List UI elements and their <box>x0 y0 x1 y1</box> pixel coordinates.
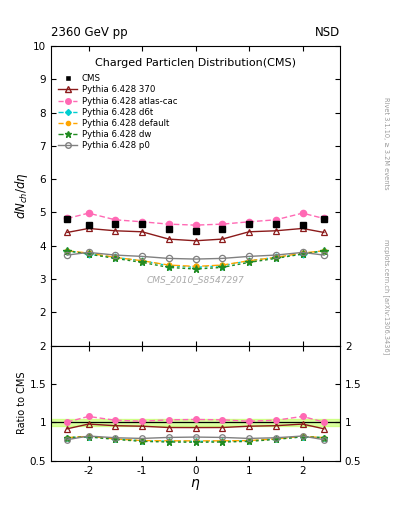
Pythia 6.428 p0 <box>166 255 171 262</box>
Pythia 6.428 370 <box>65 229 70 236</box>
Pythia 6.428 atlas-cac <box>86 210 91 216</box>
Pythia 6.428 atlas-cac <box>113 217 118 223</box>
Y-axis label: $dN_{ch}/d\eta$: $dN_{ch}/d\eta$ <box>13 173 30 219</box>
Pythia 6.428 default <box>166 262 171 268</box>
Pythia 6.428 d6t <box>193 264 198 270</box>
Pythia 6.428 default <box>274 254 278 261</box>
Pythia 6.428 dw <box>140 260 144 266</box>
Pythia 6.428 default <box>193 263 198 269</box>
Pythia 6.428 d6t <box>140 258 144 264</box>
CMS <box>65 216 70 222</box>
Pythia 6.428 d6t <box>274 254 278 261</box>
Pythia 6.428 370 <box>300 225 305 231</box>
Pythia 6.428 d6t <box>247 258 252 264</box>
Pythia 6.428 dw <box>65 248 70 254</box>
Pythia 6.428 atlas-cac <box>300 210 305 216</box>
Line: CMS: CMS <box>64 216 327 234</box>
Pythia 6.428 p0 <box>140 253 144 260</box>
Line: Pythia 6.428 dw: Pythia 6.428 dw <box>63 247 328 273</box>
Line: Pythia 6.428 370: Pythia 6.428 370 <box>64 225 327 244</box>
Pythia 6.428 dw <box>86 251 91 257</box>
Pythia 6.428 atlas-cac <box>220 221 225 227</box>
Pythia 6.428 p0 <box>193 256 198 262</box>
Pythia 6.428 370 <box>140 229 144 235</box>
Pythia 6.428 p0 <box>321 252 326 258</box>
Pythia 6.428 370 <box>166 236 171 242</box>
CMS <box>300 222 305 228</box>
Pythia 6.428 p0 <box>300 249 305 255</box>
Pythia 6.428 default <box>300 250 305 256</box>
Pythia 6.428 d6t <box>321 248 326 254</box>
Text: Rivet 3.1.10, ≥ 3.2M events: Rivet 3.1.10, ≥ 3.2M events <box>383 97 389 189</box>
Pythia 6.428 p0 <box>220 255 225 262</box>
Pythia 6.428 370 <box>113 228 118 234</box>
Pythia 6.428 atlas-cac <box>166 221 171 227</box>
Pythia 6.428 atlas-cac <box>321 216 326 222</box>
Pythia 6.428 default <box>113 254 118 261</box>
Pythia 6.428 atlas-cac <box>65 216 70 222</box>
Text: mcplots.cern.ch [arXiv:1306.3436]: mcplots.cern.ch [arXiv:1306.3436] <box>382 239 389 355</box>
Text: CMS_2010_S8547297: CMS_2010_S8547297 <box>147 275 244 284</box>
Pythia 6.428 dw <box>300 251 305 257</box>
Pythia 6.428 370 <box>321 229 326 236</box>
Text: NSD: NSD <box>315 26 340 39</box>
CMS <box>247 221 252 227</box>
CMS <box>86 222 91 228</box>
CMS <box>113 221 118 227</box>
CMS <box>274 221 278 227</box>
Pythia 6.428 p0 <box>247 253 252 260</box>
Pythia 6.428 d6t <box>113 254 118 261</box>
Pythia 6.428 default <box>321 248 326 254</box>
Bar <box>51 419 340 426</box>
Pythia 6.428 default <box>65 248 70 254</box>
Pythia 6.428 dw <box>166 264 171 270</box>
Pythia 6.428 370 <box>220 236 225 242</box>
CMS <box>140 221 144 227</box>
Pythia 6.428 d6t <box>220 263 225 269</box>
Text: Charged Particleη Distribution(CMS): Charged Particleη Distribution(CMS) <box>95 58 296 68</box>
Pythia 6.428 370 <box>274 228 278 234</box>
X-axis label: $\eta$: $\eta$ <box>190 477 201 492</box>
CMS <box>321 216 326 222</box>
Pythia 6.428 d6t <box>166 263 171 269</box>
Pythia 6.428 atlas-cac <box>247 219 252 225</box>
Pythia 6.428 d6t <box>86 251 91 257</box>
Pythia 6.428 dw <box>274 255 278 262</box>
Pythia 6.428 atlas-cac <box>140 219 144 225</box>
Y-axis label: Ratio to CMS: Ratio to CMS <box>17 372 27 435</box>
Pythia 6.428 default <box>140 258 144 264</box>
Line: Pythia 6.428 atlas-cac: Pythia 6.428 atlas-cac <box>64 210 327 228</box>
Pythia 6.428 d6t <box>300 251 305 257</box>
Pythia 6.428 dw <box>193 266 198 272</box>
Legend: CMS, Pythia 6.428 370, Pythia 6.428 atlas-cac, Pythia 6.428 d6t, Pythia 6.428 de: CMS, Pythia 6.428 370, Pythia 6.428 atla… <box>58 74 177 150</box>
Pythia 6.428 dw <box>113 255 118 262</box>
Pythia 6.428 370 <box>193 238 198 244</box>
Pythia 6.428 default <box>220 262 225 268</box>
Text: 2360 GeV pp: 2360 GeV pp <box>51 26 128 39</box>
CMS <box>193 228 198 234</box>
Pythia 6.428 p0 <box>86 249 91 255</box>
Pythia 6.428 p0 <box>113 252 118 258</box>
Pythia 6.428 p0 <box>65 252 70 258</box>
Pythia 6.428 p0 <box>274 252 278 258</box>
Pythia 6.428 370 <box>86 225 91 231</box>
Pythia 6.428 atlas-cac <box>193 222 198 228</box>
Pythia 6.428 d6t <box>65 248 70 254</box>
CMS <box>166 226 171 232</box>
Pythia 6.428 default <box>86 250 91 256</box>
Line: Pythia 6.428 default: Pythia 6.428 default <box>65 248 326 269</box>
Line: Pythia 6.428 p0: Pythia 6.428 p0 <box>64 249 327 262</box>
CMS <box>220 226 225 232</box>
Pythia 6.428 370 <box>247 229 252 235</box>
Pythia 6.428 dw <box>220 264 225 270</box>
Pythia 6.428 dw <box>321 248 326 254</box>
Pythia 6.428 atlas-cac <box>274 217 278 223</box>
Pythia 6.428 dw <box>247 260 252 266</box>
Pythia 6.428 default <box>247 258 252 264</box>
Line: Pythia 6.428 d6t: Pythia 6.428 d6t <box>65 248 326 270</box>
